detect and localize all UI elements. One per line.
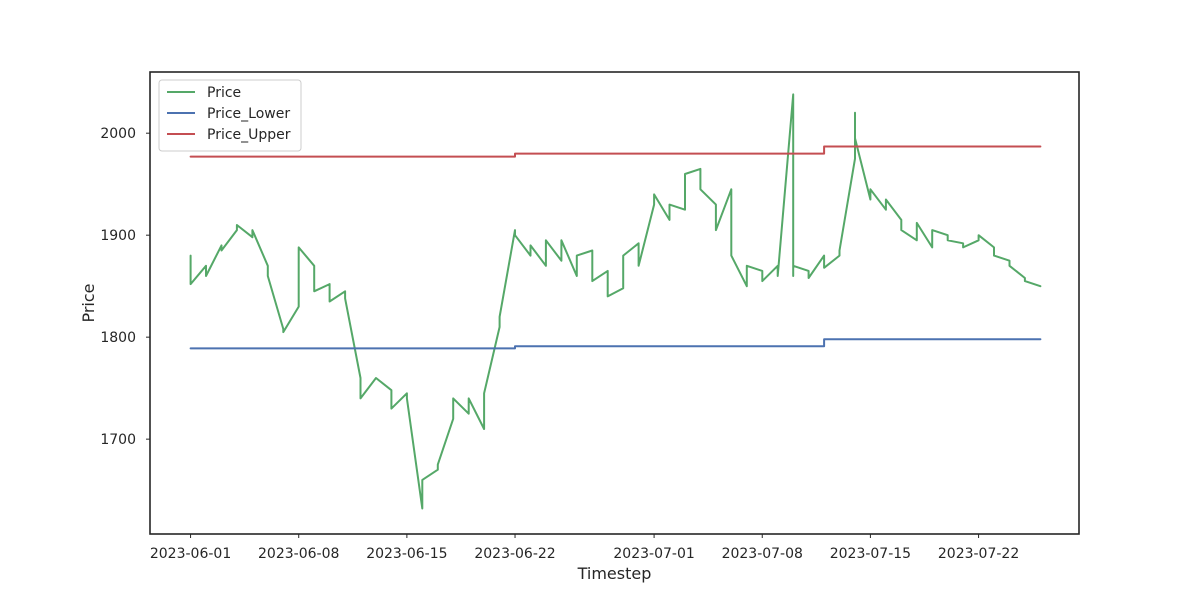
x-axis-ticks: 2023-06-01 2023-06-08 2023-06-15 2023-06-22…	[150, 534, 1019, 562]
series-line-price-upper	[189, 145, 1042, 158]
series-line-price-lower	[189, 338, 1042, 350]
legend-label: Price_Upper	[207, 127, 291, 143]
y-axis-label: Price	[79, 283, 98, 322]
legend: Price Price_Lower Price_Upper	[158, 79, 302, 152]
x-tick-label: 2023-06-01	[150, 546, 231, 562]
x-tick-label: 2023-06-22	[474, 546, 555, 562]
series-layer	[189, 93, 1042, 510]
legend-label: Price_Lower	[207, 106, 290, 122]
series-line-price	[189, 93, 1042, 510]
x-tick-label: 2023-07-01	[613, 546, 694, 562]
x-tick-label: 2023-07-08	[722, 546, 803, 562]
y-tick-label: 1800	[100, 330, 136, 346]
y-axis-ticks: 1700 1800 1900 2000	[100, 126, 150, 448]
x-tick-label: 2023-07-15	[830, 546, 911, 562]
y-tick-label: 1700	[100, 432, 136, 448]
x-tick-label: 2023-06-15	[366, 546, 447, 562]
x-axis-label: Timestep	[577, 564, 652, 583]
legend-label: Price	[207, 85, 241, 101]
x-tick-label: 2023-06-08	[258, 546, 339, 562]
y-tick-label: 1900	[100, 228, 136, 244]
x-tick-label: 2023-07-22	[938, 546, 1019, 562]
y-tick-label: 2000	[100, 126, 136, 142]
plot-frame	[149, 71, 1080, 535]
